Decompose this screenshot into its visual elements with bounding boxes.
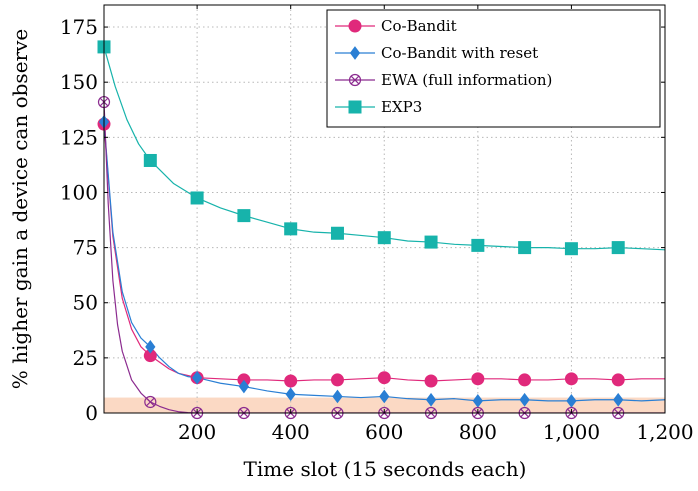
- data-point: [425, 392, 437, 407]
- data-point: [190, 191, 204, 205]
- x-tick-label: 200: [178, 420, 216, 444]
- data-point: [471, 238, 485, 252]
- marker-cross: [350, 75, 360, 85]
- data-point: [611, 373, 625, 387]
- data-point: [144, 395, 157, 409]
- legend-entry: EWA (full information): [381, 71, 552, 89]
- data-point: [145, 340, 156, 354]
- marker-cross: [145, 397, 155, 407]
- y-tick-label: 175: [60, 15, 98, 39]
- series-line: [104, 46, 665, 251]
- y-tick-label: 100: [60, 180, 98, 204]
- marker-layer: [97, 40, 625, 420]
- data-point: [611, 241, 625, 255]
- data-point: [518, 373, 532, 387]
- data-point: [564, 242, 578, 256]
- data-point: [285, 387, 296, 402]
- x-tick-label: 800: [459, 420, 497, 444]
- axis-ticks: 200 400 600 800 1,000 1,200 0 25 50 75 100 125 150 17…: [60, 5, 694, 444]
- legend-marker: [348, 73, 362, 87]
- data-point: [191, 370, 203, 385]
- data-point: [332, 389, 343, 404]
- data-point: [471, 372, 485, 386]
- legend-entry: Co-Bandit: [381, 17, 457, 35]
- x-tick-label: 600: [365, 420, 403, 444]
- data-point: [377, 231, 391, 245]
- x-tick-label: 1,200: [636, 420, 693, 444]
- legend-marker: [349, 46, 361, 60]
- data-point: [379, 389, 390, 404]
- legend-marker: [348, 19, 362, 33]
- marker-ring: [144, 395, 157, 409]
- data-point: [330, 373, 344, 387]
- data-point: [143, 153, 157, 167]
- x-axis-label: Time slot (15 seconds each): [244, 457, 527, 481]
- legend-entry: EXP3: [381, 98, 422, 116]
- y-tick-label: 0: [85, 401, 98, 425]
- data-point: [566, 394, 577, 408]
- data-point: [519, 392, 530, 407]
- data-point: [518, 241, 532, 255]
- y-axis-label: % higher gain a device can observe: [8, 29, 32, 389]
- y-tick-label: 25: [73, 346, 98, 370]
- data-point: [330, 226, 344, 240]
- data-point: [238, 379, 250, 394]
- y-tick-label: 50: [73, 291, 98, 315]
- data-point: [377, 371, 391, 385]
- y-tick-label: 75: [73, 236, 98, 260]
- legend: Co-Bandit Co-Bandit with reset EWA (full i…: [326, 9, 661, 128]
- y-tick-label: 125: [60, 125, 98, 149]
- legend-entry: Co-Bandit with reset: [381, 44, 538, 62]
- legend-marker: [348, 100, 362, 114]
- y-tick-label: 150: [60, 70, 98, 94]
- data-point: [613, 392, 624, 407]
- data-point: [472, 394, 483, 408]
- data-point: [564, 372, 578, 386]
- data-point: [284, 374, 298, 388]
- data-point: [424, 235, 438, 249]
- marker-ring: [348, 73, 362, 87]
- data-point: [424, 374, 438, 388]
- x-tick-label: 1,000: [543, 420, 600, 444]
- x-tick-label: 400: [272, 420, 310, 444]
- data-point: [284, 222, 298, 236]
- data-point: [237, 209, 251, 223]
- legend-box: [326, 9, 661, 128]
